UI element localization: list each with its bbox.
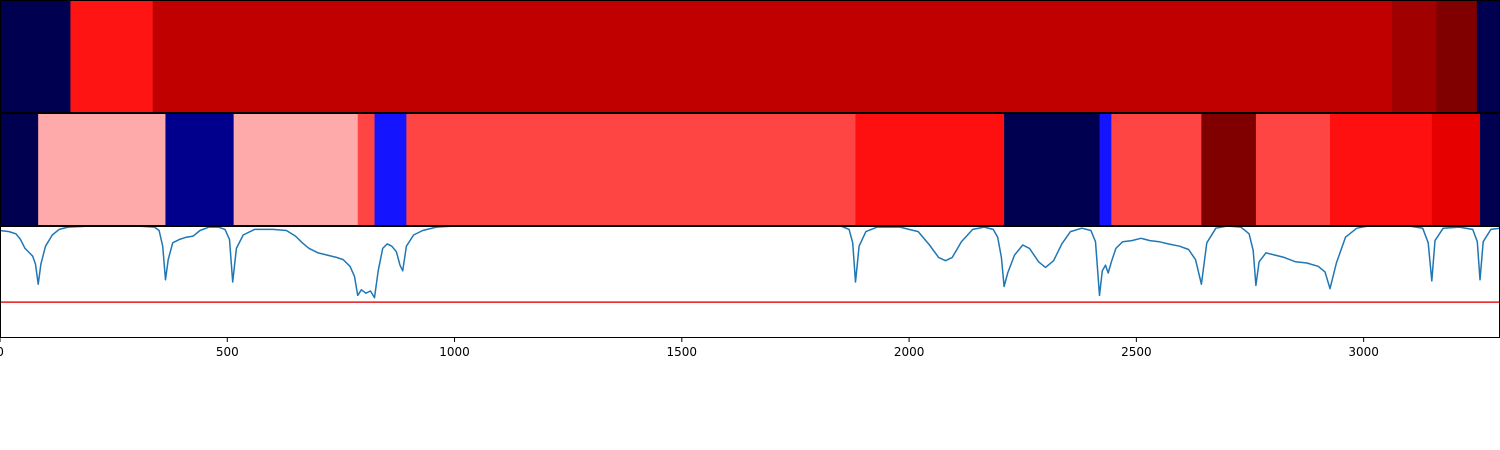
line-panel: [0, 225, 1500, 303]
band-2-segment-9: [1004, 113, 1101, 226]
band-1-segment-3: [152, 0, 1393, 113]
panel-frame-3: [0, 226, 1500, 338]
band-2-segment-4: [233, 113, 359, 226]
band-2-segment-3: [165, 113, 235, 226]
band-2-segment-8: [855, 113, 1005, 226]
x-tick-label-500: 500: [216, 345, 239, 359]
band-1-segment-6: [1476, 0, 1500, 113]
heatmap-bands: [0, 0, 1500, 226]
series-line-1: [0, 225, 1500, 299]
x-tick-label-1500: 1500: [667, 345, 698, 359]
band-1-segment-4: [1391, 0, 1437, 113]
band-2-segment-13: [1255, 113, 1331, 226]
x-tick-label-2000: 2000: [894, 345, 925, 359]
band-2-segment-10: [1099, 113, 1112, 226]
band-1-segment-2: [70, 0, 154, 113]
band-2-segment-7: [406, 113, 857, 226]
band-1-segment-5: [1436, 0, 1478, 113]
x-tick-label-0: 0: [0, 345, 4, 359]
band-2-segment-12: [1201, 113, 1257, 226]
x-axis: 0 500 1000 1500 2000 2500 3000: [0, 338, 1379, 359]
band-2-segment-16: [1480, 113, 1500, 226]
band-2-segment-5: [357, 113, 376, 226]
x-tick-label-2500: 2500: [1121, 345, 1152, 359]
band-1-segment-1: [0, 0, 72, 113]
x-tick-label-1000: 1000: [439, 345, 470, 359]
band-2-segment-11: [1111, 113, 1202, 226]
band-2-segment-15: [1431, 113, 1481, 226]
x-tick-label-3000: 3000: [1348, 345, 1379, 359]
band-2-segment-2: [38, 113, 167, 226]
band-2-segment-6: [374, 113, 407, 226]
band-2-segment-1: [0, 113, 39, 226]
band-2-segment-14: [1330, 113, 1433, 226]
